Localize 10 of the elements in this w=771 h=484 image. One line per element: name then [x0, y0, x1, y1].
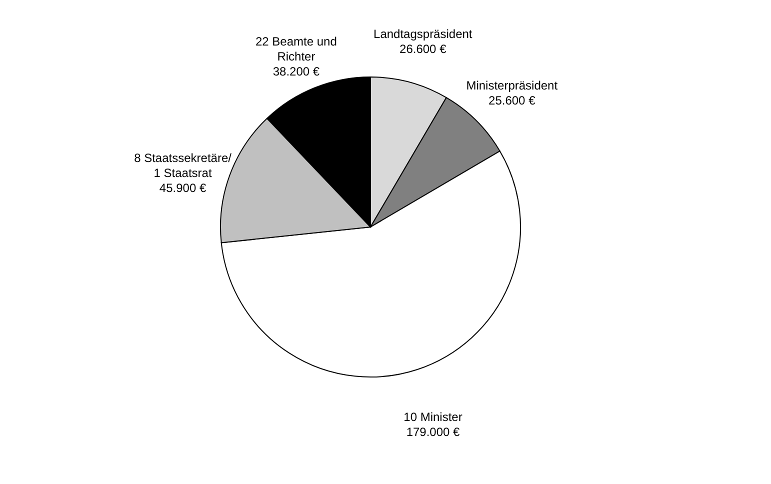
slice-label: 22 Beamte und Richter	[256, 34, 337, 64]
data-label: 25.600 €	[488, 94, 536, 108]
data-label: 26.600 €	[400, 42, 447, 56]
data-label: 38.200 €	[272, 64, 320, 78]
slice-label: Ministerpräsident	[466, 78, 558, 93]
slice-label: 10 Minister	[404, 410, 462, 424]
slice-label: Landtagspräsident	[374, 26, 473, 41]
data-label: 45.900 €	[159, 181, 206, 196]
slice-label: 8 Staatssekretäre/ 1 Staatsrat	[134, 151, 232, 180]
data-label: 179.000 €	[406, 424, 460, 439]
